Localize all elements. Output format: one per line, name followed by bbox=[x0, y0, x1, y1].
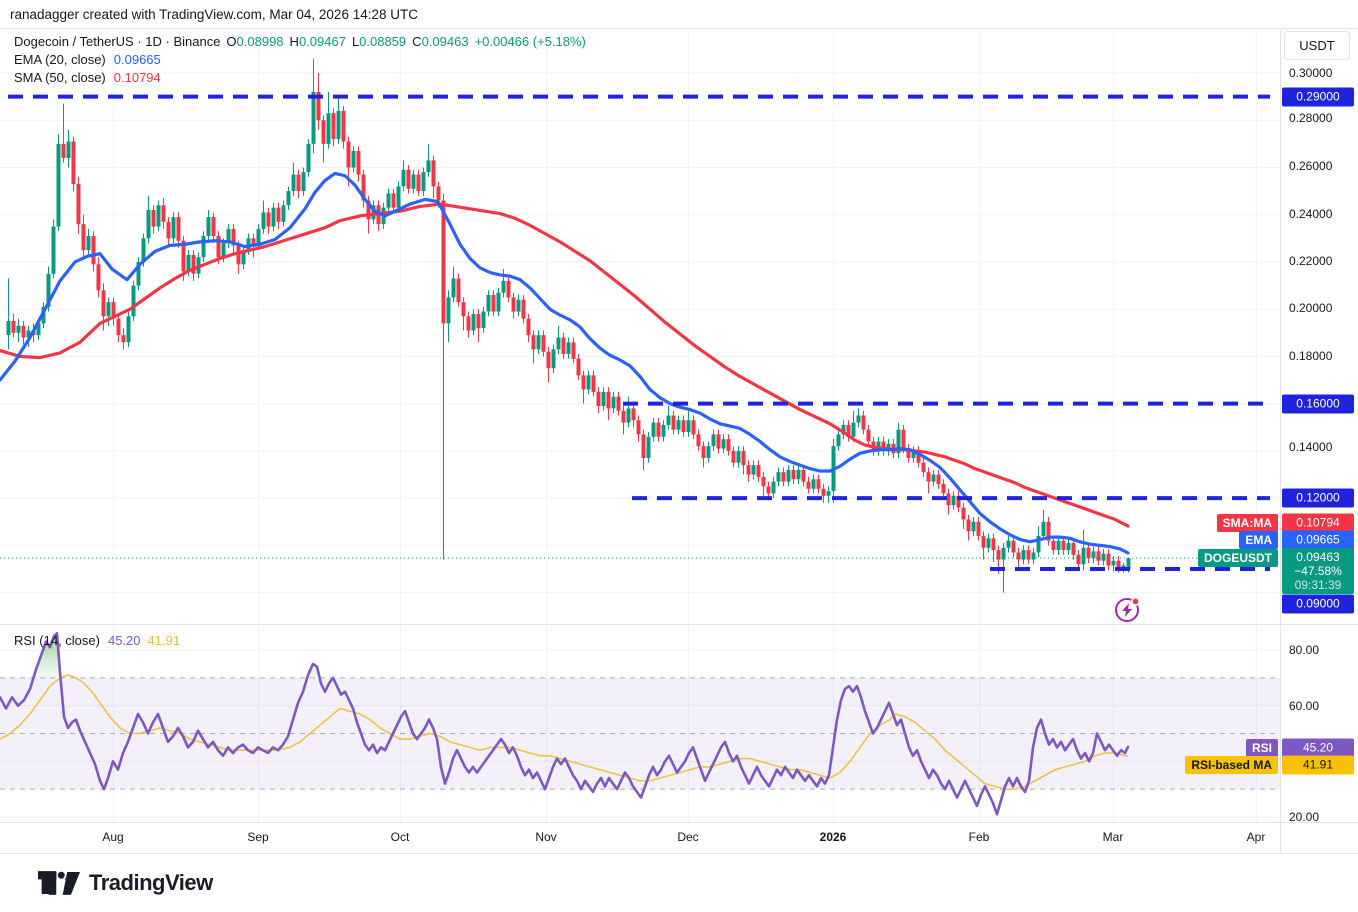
symbol-badge-line: 0.09463 bbox=[1296, 550, 1340, 564]
ohlc-value: 0.09463 bbox=[421, 34, 469, 49]
sma-price-badge: 0.10794 bbox=[1282, 513, 1354, 533]
tradingview-logo-text: TradingView bbox=[89, 870, 213, 895]
ohlc-value: 0.08859 bbox=[359, 34, 407, 49]
symbol-price-badge: 0.09463 −47.58% 09:31:39 bbox=[1282, 548, 1354, 594]
time-axis-label: Aug bbox=[102, 830, 124, 844]
level-price-badge: 0.09000 bbox=[1282, 594, 1354, 614]
rsi-label: RSI (14, close) bbox=[14, 633, 100, 648]
rsi-ma-line-label: RSI-based MA bbox=[1185, 756, 1278, 774]
rsi-axis-label: 20.00 bbox=[1289, 810, 1320, 824]
level-price-badge: 0.29000 bbox=[1282, 87, 1354, 107]
rsi-ma-value: 41.91 bbox=[147, 633, 181, 648]
sma-legend-row[interactable]: SMA (50, close) 0.10794 bbox=[14, 69, 586, 86]
price-axis-label: 0.18000 bbox=[1289, 349, 1333, 363]
sma-label: SMA (50, close) bbox=[14, 70, 106, 85]
change-value: +0.00466 (+5.18%) bbox=[474, 34, 586, 49]
time-axis-label: Feb bbox=[968, 830, 990, 844]
ema-line-label: EMA bbox=[1239, 531, 1278, 549]
level-price-badge: 0.12000 bbox=[1282, 488, 1354, 508]
ema-legend-row[interactable]: EMA (20, close) 0.09665 bbox=[14, 51, 586, 68]
rsi-axis-label: 80.00 bbox=[1289, 643, 1320, 657]
price-axis-label: 0.26000 bbox=[1289, 159, 1333, 173]
ohlc-letter: O bbox=[226, 34, 237, 49]
rsi-ma-value-badge: 41.91 bbox=[1282, 755, 1354, 775]
level-price-badge: 0.16000 bbox=[1282, 394, 1354, 414]
tradingview-logo-icon bbox=[38, 871, 80, 895]
sma-line-label: SMA:MA bbox=[1216, 514, 1278, 532]
attribution-text: ranadagger created with TradingView.com,… bbox=[10, 7, 418, 22]
rsi-line-label: RSI bbox=[1245, 739, 1278, 757]
time-axis-label: Sep bbox=[247, 830, 269, 844]
ohlc-letter: H bbox=[289, 34, 299, 49]
ema-price-badge: 0.09665 bbox=[1282, 530, 1354, 550]
sma-value: 0.10794 bbox=[113, 70, 161, 85]
price-axis-label: 0.24000 bbox=[1289, 207, 1333, 221]
rsi-axis-label: 60.00 bbox=[1289, 699, 1320, 713]
time-axis-label: Nov bbox=[535, 830, 557, 844]
tradingview-logo[interactable]: TradingView bbox=[38, 868, 213, 898]
symbol-badge-line: −47.58% bbox=[1294, 564, 1342, 578]
ema-label: EMA (20, close) bbox=[14, 52, 106, 67]
ohlc-letter: C bbox=[412, 34, 422, 49]
rsi-value-badge: 45.20 bbox=[1282, 738, 1354, 758]
time-axis-label: Mar bbox=[1102, 830, 1124, 844]
symbol-title: Dogecoin / TetherUS · 1D · Binance bbox=[14, 34, 221, 49]
currency-toggle-button[interactable]: USDT bbox=[1284, 31, 1350, 60]
price-axis-label: 0.28000 bbox=[1289, 111, 1333, 125]
symbol-legend-row[interactable]: Dogecoin / TetherUS · 1D · Binance O0.089… bbox=[14, 33, 586, 50]
time-axis-label: Dec bbox=[677, 830, 699, 844]
ohlc-value: 0.08998 bbox=[236, 34, 284, 49]
symbol-line-label: DOGEUSDT bbox=[1197, 549, 1278, 567]
ohlc-letter: L bbox=[351, 34, 360, 49]
ohlc-value: 0.09467 bbox=[298, 34, 346, 49]
time-axis-label: Apr bbox=[1246, 830, 1266, 844]
price-axis-label: 0.14000 bbox=[1289, 440, 1333, 454]
symbol-badge-line: 09:31:39 bbox=[1294, 578, 1342, 592]
magic-ai-icon[interactable] bbox=[1115, 597, 1140, 622]
price-axis-label: 0.20000 bbox=[1289, 301, 1333, 315]
price-axis-label: 0.30000 bbox=[1289, 66, 1333, 80]
rsi-legend-row[interactable]: RSI (14, close) 45.20 41.91 bbox=[14, 633, 180, 648]
time-axis-label: 2026 bbox=[819, 830, 847, 844]
rsi-value: 45.20 bbox=[107, 633, 141, 648]
price-axis-label: 0.22000 bbox=[1289, 254, 1333, 268]
legend-panel: Dogecoin / TetherUS · 1D · Binance O0.089… bbox=[14, 33, 586, 87]
time-axis-label: Oct bbox=[390, 830, 410, 844]
ema-value: 0.09665 bbox=[113, 52, 161, 67]
